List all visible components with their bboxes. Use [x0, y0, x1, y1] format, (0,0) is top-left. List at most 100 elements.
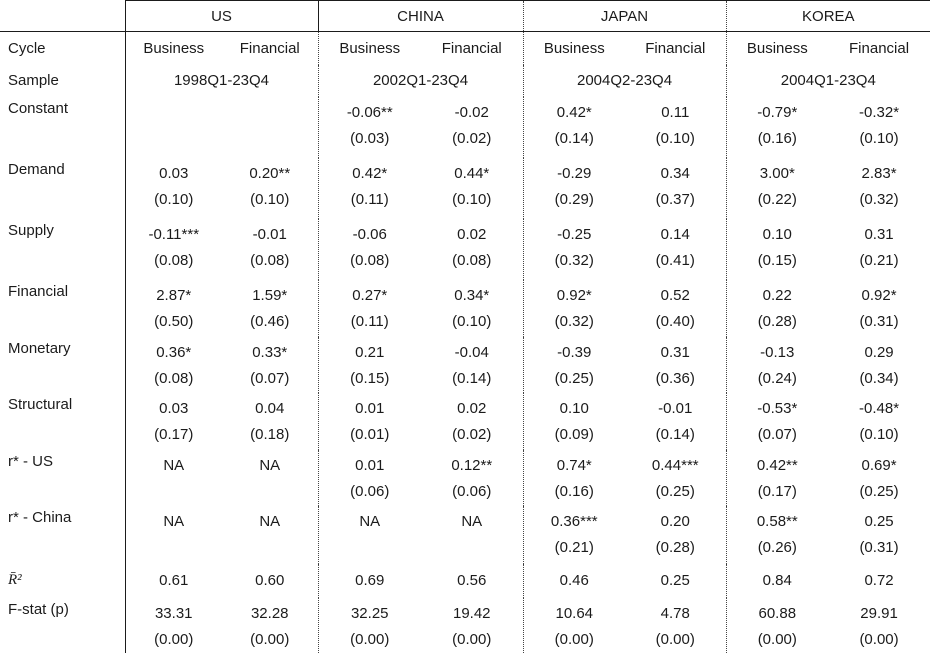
se-value: (0.15) — [350, 369, 390, 387]
cycle-cell: Business — [317, 31, 421, 65]
coef-value: 0.92* — [556, 286, 592, 304]
row-label: r* - US — [0, 449, 126, 506]
coef-cell: 0.20** (0.10) — [222, 158, 318, 219]
country-header: KOREA — [725, 0, 930, 32]
coef-value: NA — [259, 456, 281, 474]
coef-value: 0.34* — [454, 286, 490, 304]
coef-cell: NA — [317, 505, 421, 564]
sample-cell: 2004Q2-23Q4 — [522, 64, 727, 97]
se-value: (0.18) — [250, 425, 290, 443]
coef-cell: 0.69 — [317, 563, 421, 598]
table-row: R̄² 0.61 0.60 0.69 0.56 0.46 0.25 0.84 0.72 — [0, 563, 930, 598]
row-label: Constant — [0, 96, 126, 158]
coef-cell: 0.46 — [522, 563, 626, 598]
coef-value: 0.21 — [355, 343, 385, 361]
se-value: (0.21) — [859, 251, 899, 269]
table-row: Constant -0.06** (0.03) -0.02 (0.02) 0.42* (0.… — [0, 96, 930, 158]
coef-value: 0.74* — [556, 456, 592, 474]
coef-cell: 0.27* (0.11) — [317, 279, 421, 337]
coef-cell: 0.74* (0.16) — [522, 449, 626, 506]
coef-cell: -0.79* (0.16) — [725, 96, 829, 158]
row-label: F-stat (p) — [0, 597, 126, 653]
coef-cell: 0.72 — [828, 564, 930, 598]
se-value: (0.16) — [554, 482, 594, 500]
coef-value: NA — [461, 512, 483, 530]
coef-value: 0.44*** — [651, 456, 699, 474]
coef-value: 60.88 — [758, 604, 797, 622]
se-value: (0.15) — [757, 251, 797, 269]
coef-value: 0.03 — [159, 399, 189, 417]
cycle-cell: Financial — [645, 39, 706, 57]
coef-cell: 0.25 (0.31) — [828, 506, 930, 564]
coef-value: NA — [259, 512, 281, 530]
coef-value: 0.33* — [252, 343, 288, 361]
coef-cell: 33.31 (0.00) — [125, 597, 222, 653]
se-value: (0.25) — [554, 369, 594, 387]
coef-value: 0.72 — [864, 571, 894, 589]
coef-cell: 0.02 (0.02) — [421, 393, 523, 450]
se-value: (0.00) — [757, 630, 797, 648]
row-label: Sample — [0, 64, 126, 97]
coef-cell: -0.53* (0.07) — [725, 392, 829, 450]
coef-value: 0.31 — [864, 225, 894, 243]
row-label: Monetary — [0, 336, 126, 393]
coef-cell: -0.48* (0.10) — [828, 393, 930, 450]
coef-cell: 0.92* (0.31) — [828, 280, 930, 337]
coef-cell: 0.34 (0.37) — [625, 158, 726, 219]
coef-value: 0.61 — [159, 571, 189, 589]
coef-cell: 0.20 (0.28) — [625, 506, 726, 564]
coef-cell: -0.04 (0.14) — [421, 337, 523, 393]
coef-value: 0.10 — [559, 399, 589, 417]
coef-value: 0.60 — [255, 571, 285, 589]
cycle-cell: Business — [725, 31, 829, 65]
se-value: (0.10) — [452, 190, 492, 208]
coef-cell: NA — [222, 506, 318, 564]
se-value: (0.00) — [250, 630, 290, 648]
coef-value: 0.01 — [355, 456, 385, 474]
se-value: (0.28) — [655, 538, 695, 556]
se-value: (0.01) — [350, 425, 390, 443]
coef-cell: 0.01 (0.06) — [317, 449, 421, 506]
coef-cell: 19.42 (0.00) — [421, 597, 524, 653]
coef-cell: 0.44* (0.10) — [421, 158, 523, 219]
coef-cell: 0.31 (0.36) — [625, 337, 726, 393]
se-value: (0.09) — [554, 425, 594, 443]
se-value: (0.31) — [859, 538, 899, 556]
se-value: (0.10) — [859, 129, 899, 147]
se-value: (0.17) — [154, 425, 194, 443]
coef-value: -0.01 — [252, 225, 287, 243]
coef-value: 0.11 — [661, 103, 690, 121]
coef-value: 32.25 — [350, 604, 389, 622]
se-value: (0.32) — [554, 312, 594, 330]
table-row: Monetary 0.36* (0.08) 0.33* (0.07) 0.21 (0.15)… — [0, 336, 930, 393]
coef-cell: -0.02 (0.02) — [421, 97, 523, 158]
coef-cell: -0.13 (0.24) — [725, 336, 829, 393]
coef-value: -0.29 — [557, 164, 592, 182]
se-value: (0.14) — [655, 425, 695, 443]
coef-cell: 0.25 — [625, 564, 726, 598]
coef-value: 3.00* — [759, 164, 795, 182]
coef-cell: -0.32* (0.10) — [828, 97, 930, 158]
table-row: Demand 0.03 (0.10) 0.20** (0.10) 0.42* (0.11) 0… — [0, 157, 930, 219]
coef-value: 0.12** — [451, 456, 493, 474]
coef-value: 0.42* — [556, 103, 592, 121]
table-row: r* - US NA NA 0.01 (0.06) 0.12** (0.06) 0.74* (0… — [0, 449, 930, 506]
se-value: (0.07) — [250, 369, 290, 387]
se-value: (0.00) — [350, 630, 390, 648]
coef-cell: 0.11 (0.10) — [625, 97, 726, 158]
se-value: (0.02) — [452, 425, 492, 443]
coef-cell: 0.21 (0.15) — [317, 336, 421, 393]
coef-value: 32.28 — [250, 604, 289, 622]
coef-cell: -0.06** (0.03) — [317, 96, 421, 158]
coef-cell: -0.29 (0.29) — [522, 157, 626, 219]
coef-cell: 0.02 (0.08) — [421, 219, 523, 280]
coef-value: 2.83* — [861, 164, 897, 182]
sample-row: Sample 1998Q1-23Q4 2002Q1-23Q4 2004Q2-23Q4 2… — [0, 64, 930, 97]
coef-cell: 0.42* (0.11) — [317, 157, 421, 219]
coef-value: -0.39 — [557, 343, 592, 361]
coef-cell: 0.69* (0.25) — [828, 450, 930, 506]
coef-cell: 0.04 (0.18) — [222, 393, 318, 450]
coef-cell: 0.01 (0.01) — [317, 392, 421, 450]
coef-value: 0.58** — [756, 512, 798, 530]
se-value: (0.08) — [452, 251, 492, 269]
